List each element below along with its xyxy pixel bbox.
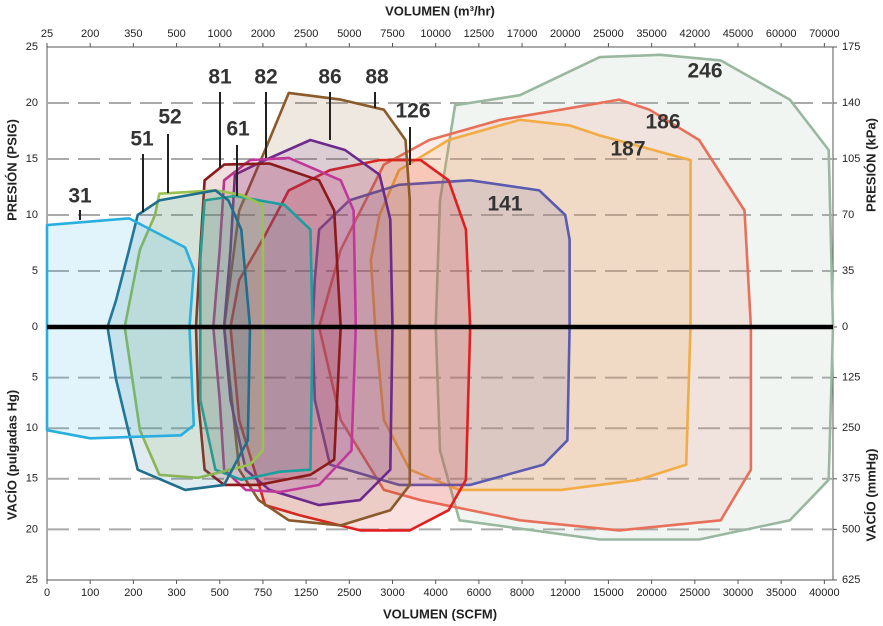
x-tick-label: 100 xyxy=(81,587,99,599)
x2-tick-label: 7500 xyxy=(380,28,404,40)
envelope xyxy=(123,189,265,480)
series-label: 141 xyxy=(487,193,522,216)
series-label: 52 xyxy=(158,106,181,129)
envelope xyxy=(434,53,835,541)
envelope xyxy=(317,98,753,532)
x2-tick-label: 12500 xyxy=(464,28,495,40)
y-tick-label: 20 xyxy=(26,523,38,535)
x-tick-label: 750 xyxy=(254,587,272,599)
y-tick-label: 0 xyxy=(32,321,38,333)
x-tick-label: 500 xyxy=(211,587,229,599)
series-label: 61 xyxy=(226,118,250,141)
y2-tick-label: 140 xyxy=(842,97,860,109)
x2-tick-label: 35000 xyxy=(636,28,667,40)
series-label: 81 xyxy=(208,66,232,89)
y2-tick-label: 35 xyxy=(842,265,854,277)
x2-tick-label: 17000 xyxy=(507,28,538,40)
y-tick-label: 15 xyxy=(26,473,38,485)
y-tick-label: 25 xyxy=(26,41,38,53)
x-tick-label: 1250 xyxy=(294,587,318,599)
series-label: 82 xyxy=(254,66,277,89)
envelope xyxy=(222,138,394,507)
y-axis-title: PRESIÓN (PSIG) xyxy=(4,119,19,221)
envelope xyxy=(369,118,692,492)
x-tick-label: 15000 xyxy=(593,587,624,599)
x-tick-label: 20000 xyxy=(636,587,667,599)
y2-tick-label: 250 xyxy=(842,422,860,434)
y2-tick-label: 125 xyxy=(842,372,860,384)
x2-tick-label: 25000 xyxy=(593,28,624,40)
series-label: 86 xyxy=(318,66,341,89)
y2-tick-label: 375 xyxy=(842,473,860,485)
envelope xyxy=(194,162,342,487)
x-tick-label: 300 xyxy=(167,587,185,599)
y-tick-label: 25 xyxy=(26,574,38,586)
x-tick-label: 30000 xyxy=(723,587,754,599)
y2-tick-label: 70 xyxy=(842,209,854,221)
y2-tick-label: 0 xyxy=(842,321,848,333)
x-tick-label: 35000 xyxy=(766,587,797,599)
x-tick-label: 0 xyxy=(44,587,50,599)
x2-tick-label: 5000 xyxy=(337,28,361,40)
series-label: 88 xyxy=(365,66,389,89)
x-tick-label: 25000 xyxy=(680,587,711,599)
x-tick-label: 12000 xyxy=(550,587,581,599)
y-tick-label: 10 xyxy=(26,209,38,221)
x2-tick-label: 20000 xyxy=(550,28,581,40)
series-label: 51 xyxy=(130,128,154,151)
y2-tick-label: 500 xyxy=(842,523,860,535)
y-tick-label: 10 xyxy=(26,422,38,434)
x2-tick-label: 10000 xyxy=(420,28,451,40)
x2-tick-label: 45000 xyxy=(723,28,754,40)
envelope xyxy=(106,189,252,492)
x2-tick-label: 25 xyxy=(41,28,53,40)
series-label: 126 xyxy=(395,100,430,123)
y2-axis-title-vacuum: VACÍO (mmHg) xyxy=(863,449,878,542)
x2-axis-title: VOLUMEN (m³/hr) xyxy=(385,3,495,18)
x2-tick-label: 500 xyxy=(167,28,185,40)
x2-tick-label: 2500 xyxy=(294,28,318,40)
series-label: 186 xyxy=(645,111,680,134)
x2-tick-label: 70000 xyxy=(809,28,840,40)
x2-tick-label: 350 xyxy=(124,28,142,40)
x-tick-label: 4000 xyxy=(423,587,447,599)
y2-tick-label: 175 xyxy=(842,41,860,53)
y-tick-label: 20 xyxy=(26,97,38,109)
x-tick-label: 3000 xyxy=(380,587,404,599)
x2-tick-label: 60000 xyxy=(766,28,797,40)
x-axis-title: VOLUMEN (SCFM) xyxy=(383,606,497,621)
y-tick-label: 5 xyxy=(32,265,38,277)
x2-tick-label: 42000 xyxy=(680,28,711,40)
y2-tick-label: 105 xyxy=(842,153,860,165)
envelope xyxy=(311,179,571,487)
x-tick-label: 2500 xyxy=(337,587,361,599)
series-label: 187 xyxy=(610,138,645,161)
y-tick-label: 5 xyxy=(32,372,38,384)
series-label: 246 xyxy=(687,60,722,83)
x2-tick-label: 2000 xyxy=(251,28,275,40)
y-axis-title-vacuum: VACÍO (pulgadas Hg) xyxy=(4,390,19,520)
series-label: 31 xyxy=(68,185,92,208)
x-tick-label: 6000 xyxy=(467,587,491,599)
x-tick-label: 8000 xyxy=(510,587,534,599)
x-tick-label: 40000 xyxy=(809,587,840,599)
x2-tick-label: 200 xyxy=(81,28,99,40)
y2-tick-label: 625 xyxy=(842,574,860,586)
y2-axis-title: PRESIÓN (kPa) xyxy=(863,118,878,212)
x-tick-label: 200 xyxy=(124,587,142,599)
x2-tick-label: 1000 xyxy=(208,28,232,40)
y-tick-label: 15 xyxy=(26,153,38,165)
